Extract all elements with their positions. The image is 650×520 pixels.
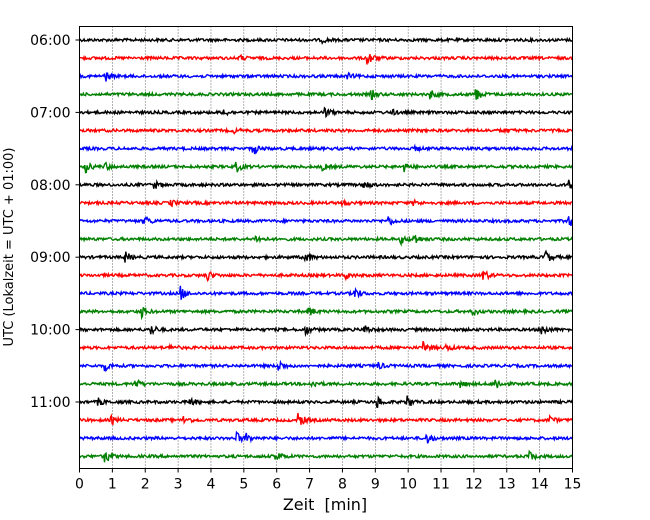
y-axis: 06:00 07:00 08:00 09:00 10:00 11:00 (30, 33, 80, 411)
seismic-trace (79, 395, 574, 409)
seismic-trace (78, 143, 574, 155)
plot-frame (79, 26, 573, 469)
seismic-trace (79, 234, 574, 247)
seismic-trace (79, 359, 573, 373)
seismic-trace (78, 307, 573, 321)
y-tick-label: 07:00 (30, 105, 70, 121)
y-tick-label: 08:00 (30, 178, 70, 194)
seismic-trace (79, 53, 573, 65)
x-tick-label: 7 (305, 477, 314, 493)
seismic-trace (79, 198, 573, 208)
y-axis-label: UTC (Lokalzeit = UTC + 01:00) (2, 148, 17, 347)
seismic-trace (78, 378, 573, 389)
x-tick-label: 14 (531, 477, 549, 493)
y-tick-label: 11:00 (30, 395, 70, 411)
x-tick-label: 2 (141, 477, 150, 493)
trace-group (78, 36, 574, 463)
y-tick-label: 09:00 (30, 250, 70, 266)
seismic-trace (78, 270, 574, 283)
seismic-trace (78, 71, 574, 82)
seismic-trace (79, 106, 573, 119)
x-tick-label: 8 (338, 477, 347, 493)
y-tick-label: 06:00 (30, 33, 70, 49)
x-tick-label: 0 (75, 477, 84, 493)
x-tick-label: 4 (207, 477, 216, 493)
seismic-trace (79, 215, 574, 227)
seismic-trace (79, 126, 573, 136)
seismic-trace (79, 89, 573, 100)
x-axis-label: Zeit [min] (283, 495, 367, 514)
y-tick-label: 10:00 (30, 323, 70, 339)
seismic-trace (78, 36, 573, 45)
x-tick-label: 9 (371, 477, 380, 493)
x-tick-label: 1 (108, 477, 117, 493)
seismic-trace (79, 161, 573, 174)
x-tick-label: 6 (272, 477, 281, 493)
seismic-trace (78, 412, 574, 426)
x-tick-label: 12 (465, 477, 483, 493)
seismic-trace (78, 449, 574, 463)
x-tick-label: 3 (174, 477, 183, 493)
seismic-trace (79, 430, 573, 444)
x-tick-label: 13 (498, 477, 516, 493)
x-tick-label: 15 (564, 477, 582, 493)
seismic-trace (78, 340, 574, 353)
x-axis: 0 1 2 3 4 5 6 7 8 9 10 11 12 13 14 15 (75, 468, 582, 493)
x-tick-label: 11 (432, 477, 450, 493)
seismic-trace (78, 179, 574, 190)
x-tick-label: 5 (239, 477, 248, 493)
seismic-trace (79, 325, 573, 338)
x-tick-label: 10 (399, 477, 417, 493)
seismic-trace (78, 249, 573, 263)
seismic-trace (78, 285, 573, 300)
